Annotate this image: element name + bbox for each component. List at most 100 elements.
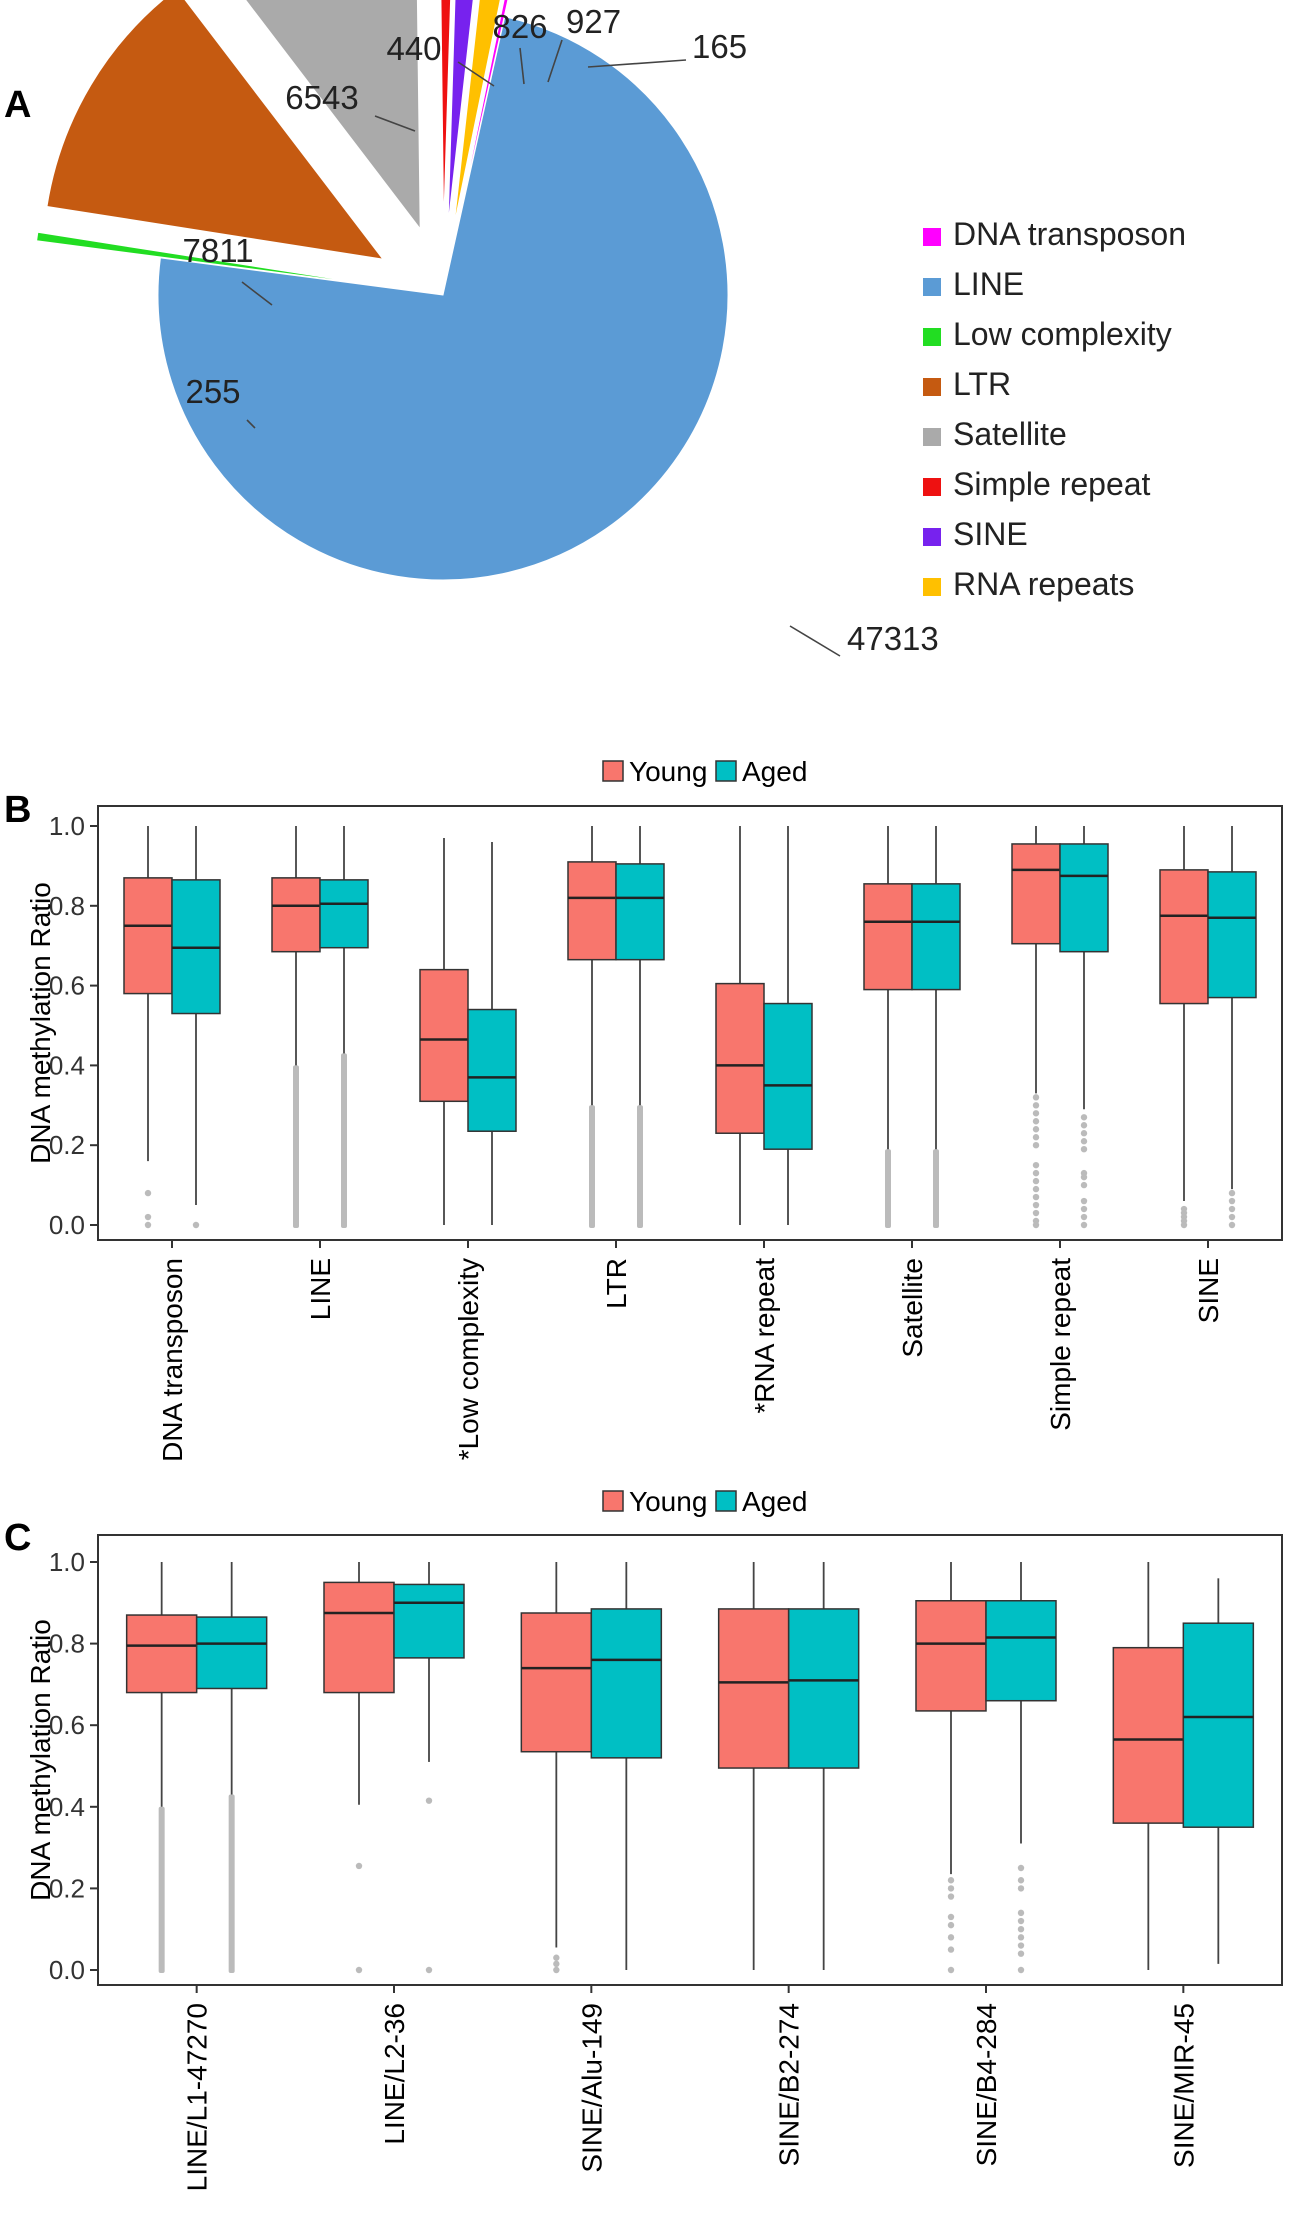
outlier-point-aged-simple-repeat — [1080, 1181, 1088, 1189]
legend-label-sine: SINE — [953, 516, 1028, 552]
y-tick-label: 0.6 — [49, 1710, 85, 1740]
x-tick-label-dna-transposon: DNA transposon — [157, 1258, 188, 1462]
outlier-point-young-simple-repeat — [1032, 1094, 1040, 1101]
box-young-sine — [1159, 869, 1209, 1005]
legend-label-young: Young — [629, 756, 707, 787]
outlier-point-young-line-l2-36 — [355, 1862, 363, 1870]
pie-chart: 165 927 826 440 6543 7811 255 47313 DNA transpos… — [36, 0, 1186, 657]
legend-label-simple-repeat: Simple repeat — [953, 466, 1151, 502]
outlier-point-aged-simple-repeat — [1080, 1197, 1088, 1205]
box-young-sine-alu-149 — [520, 1612, 593, 1753]
pie-slice-satellite — [245, 0, 421, 231]
outlier-point-young-dna-transposon — [144, 1213, 152, 1221]
box-young-dna-transposon — [123, 877, 173, 995]
leader-line-satellite — [374, 115, 416, 132]
outlier-point-aged-dna-transposon — [192, 1221, 200, 1229]
box-young-simple-repeat — [1011, 843, 1061, 945]
pie-slice-simple-repeat — [440, 0, 452, 226]
y-tick-label: 0.4 — [49, 1792, 85, 1822]
outlier-point-young-dna-transposon — [144, 1221, 152, 1229]
value-label-satellite: 6543 — [285, 79, 358, 116]
pie-slice-sine — [447, 0, 474, 226]
pie-slice-dna-transposon — [457, 0, 509, 227]
x-tick-label-rna-repeat: *RNA repeat — [749, 1258, 780, 1414]
x-tick-label-low-complexity: *Low complexity — [453, 1258, 484, 1460]
y-tick-label: 1.0 — [49, 811, 85, 841]
outlier-point-aged-sine-b4-284 — [1017, 1864, 1025, 1872]
y-tick-label: 0.0 — [49, 1955, 85, 1985]
pie-slice-line — [157, 16, 729, 581]
legend-key-sine — [923, 528, 941, 546]
outlier-point-young-sine-alu-149 — [553, 1966, 560, 1974]
box-young-satellite — [863, 883, 913, 991]
outlier-point-young-simple-repeat — [1032, 1142, 1040, 1149]
outlier-point-young-simple-repeat — [1032, 1102, 1040, 1109]
y-tick-label: 1.0 — [49, 1547, 85, 1577]
x-tick-label-line-l2-36: LINE/L2-36 — [379, 2003, 410, 2145]
outlier-point-aged-simple-repeat — [1080, 1213, 1088, 1221]
legend-key-rna-repeats — [923, 578, 941, 596]
boxplot-panel-c: Young Aged 0.0 0.2 0.4 0.6 0.8 1.0 DNA methylati… — [25, 1486, 1283, 2191]
outlier-point-young-sine-b4-284 — [947, 1893, 955, 1900]
legend-label-low-complexity: Low complexity — [953, 316, 1172, 352]
outlier-point-young-simple-repeat — [1032, 1118, 1040, 1125]
outlier-point-aged-sine-b4-284 — [1017, 1950, 1025, 1957]
box-young-line-l2-36 — [323, 1581, 395, 1694]
outlier-point-young-sine — [1180, 1221, 1188, 1229]
box-young-low-complexity — [419, 968, 469, 1103]
outlier-point-young-simple-repeat — [1032, 1221, 1040, 1229]
outlier-point-young-simple-repeat — [1032, 1126, 1040, 1133]
outlier-band-young-ltr — [589, 1105, 595, 1228]
outlier-point-young-simple-repeat — [1032, 1177, 1040, 1185]
box-young-sine-b4-284 — [915, 1600, 987, 1712]
outlier-point-young-sine-b4-284 — [947, 1913, 955, 1921]
y-tick-label: 0.2 — [49, 1130, 85, 1160]
outlier-point-aged-simple-repeat — [1080, 1114, 1088, 1121]
outlier-point-aged-sine — [1228, 1221, 1236, 1229]
legend-key-young — [602, 760, 624, 782]
outlier-point-aged-sine-b4-284 — [1017, 1917, 1025, 1925]
boxplot-panel-b: Young Aged 0.0 0.2 0.4 0.6 0.8 1.0 DNA methylati… — [25, 756, 1283, 1462]
box-aged-ltr — [615, 863, 665, 961]
leader-line-ltr — [241, 281, 273, 306]
outlier-point-young-simple-repeat — [1032, 1185, 1040, 1193]
outlier-point-young-sine-b4-284 — [947, 1946, 955, 1953]
outlier-point-aged-line-l2-36 — [425, 1797, 433, 1804]
outlier-point-aged-sine-b4-284 — [1017, 1885, 1025, 1892]
x-tick-label-line: LINE — [305, 1258, 336, 1320]
outlier-point-young-simple-repeat — [1032, 1209, 1040, 1217]
x-tick-label-line-l1-47270: LINE/L1-47270 — [182, 2003, 213, 2191]
legend-key-aged — [715, 760, 737, 782]
legend-key-young — [602, 1490, 624, 1512]
leader-line-dna-transposon — [587, 59, 687, 68]
box-aged-sine-alu-149 — [590, 1608, 663, 1759]
box-aged-line — [319, 879, 369, 949]
box-young-sine-b2-274 — [717, 1608, 790, 1769]
box-young-rna-repeat — [715, 982, 765, 1134]
outlier-point-aged-simple-repeat — [1080, 1205, 1088, 1213]
outlier-point-aged-simple-repeat — [1080, 1221, 1088, 1229]
outlier-point-young-simple-repeat — [1032, 1161, 1040, 1169]
legend-label-line: LINE — [953, 266, 1024, 302]
panel-letter-b: B — [4, 789, 31, 831]
value-label-rna-repeats: 927 — [566, 3, 621, 40]
box-aged-satellite — [911, 883, 961, 991]
outlier-point-young-line-l2-36 — [355, 1966, 363, 1974]
outlier-point-aged-sine-b4-284 — [1017, 1942, 1025, 1949]
box-aged-simple-repeat — [1059, 843, 1109, 953]
legend-key-satellite — [923, 428, 941, 446]
leader-line-line — [789, 625, 841, 657]
y-tick-label: 0.6 — [49, 971, 85, 1001]
y-tick-label: 0.4 — [49, 1050, 85, 1080]
outlier-point-aged-sine-b4-284 — [1017, 1966, 1025, 1974]
x-tick-label-satellite: Satellite — [897, 1258, 928, 1358]
box-young-line — [271, 877, 321, 953]
outlier-point-young-simple-repeat — [1032, 1110, 1040, 1117]
value-label-line: 47313 — [847, 620, 939, 657]
y-tick-label: 0.8 — [49, 1629, 85, 1659]
leader-line-low-complexity — [246, 419, 256, 429]
pie-slice-ltr — [46, 0, 385, 260]
outlier-point-aged-simple-repeat — [1080, 1122, 1088, 1129]
outlier-point-young-simple-repeat — [1032, 1201, 1040, 1209]
legend-label-ltr: LTR — [953, 366, 1011, 402]
